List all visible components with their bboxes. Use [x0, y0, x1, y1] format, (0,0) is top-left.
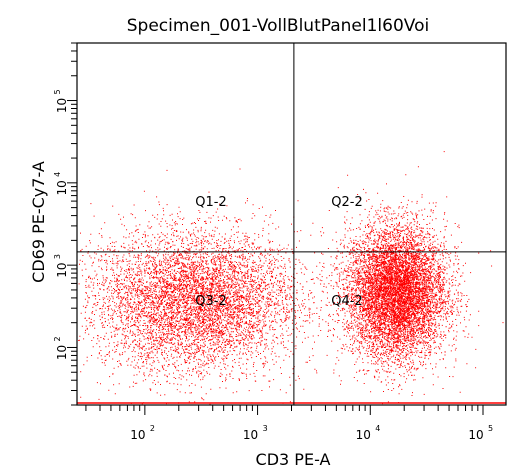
y-tick-label: 10 — [55, 345, 69, 360]
y-tick-label: 10 — [55, 263, 69, 278]
quadrant-labels: Q1-2 Q2-2 Q3-2 Q4-2 — [195, 195, 362, 309]
population-2 — [277, 151, 504, 405]
axes: 10 2 10 3 10 4 10 5 10 2 10 3 10 4 10 5 — [53, 42, 507, 442]
y-tick-exponent: 4 — [53, 172, 62, 177]
x-tick-exponent: 2 — [150, 424, 155, 433]
x-tick-label: 10 — [356, 428, 371, 442]
quadrant-label-q2-2: Q2-2 — [331, 195, 362, 210]
y-tick-exponent: 5 — [53, 89, 62, 94]
x-tick-label: 10 — [243, 428, 258, 442]
y-tick-label: 10 — [55, 98, 69, 113]
chart-title: Specimen_001-VollBlutPanel1l60Voi — [127, 16, 429, 36]
y-tick-exponent: 2 — [53, 336, 62, 341]
quadrant-label-q3-2: Q3-2 — [195, 294, 226, 309]
quadrant-label-q4-2: Q4-2 — [331, 294, 362, 309]
x-tick-exponent: 3 — [263, 424, 268, 433]
quadrant-gates — [77, 43, 506, 405]
x-axis-label: CD3 PE-A — [256, 450, 331, 469]
data-points — [77, 151, 506, 405]
y-tick-exponent: 3 — [53, 254, 62, 259]
y-tick-label: 10 — [55, 180, 69, 195]
y-axis-label: CD69 PE-Cy7-A — [29, 161, 48, 283]
x-tick-label: 10 — [468, 428, 483, 442]
x-tick-exponent: 4 — [375, 424, 380, 433]
quadrant-label-q1-2: Q1-2 — [195, 195, 226, 210]
x-tick-exponent: 5 — [488, 424, 493, 433]
x-tick-label: 10 — [130, 428, 145, 442]
